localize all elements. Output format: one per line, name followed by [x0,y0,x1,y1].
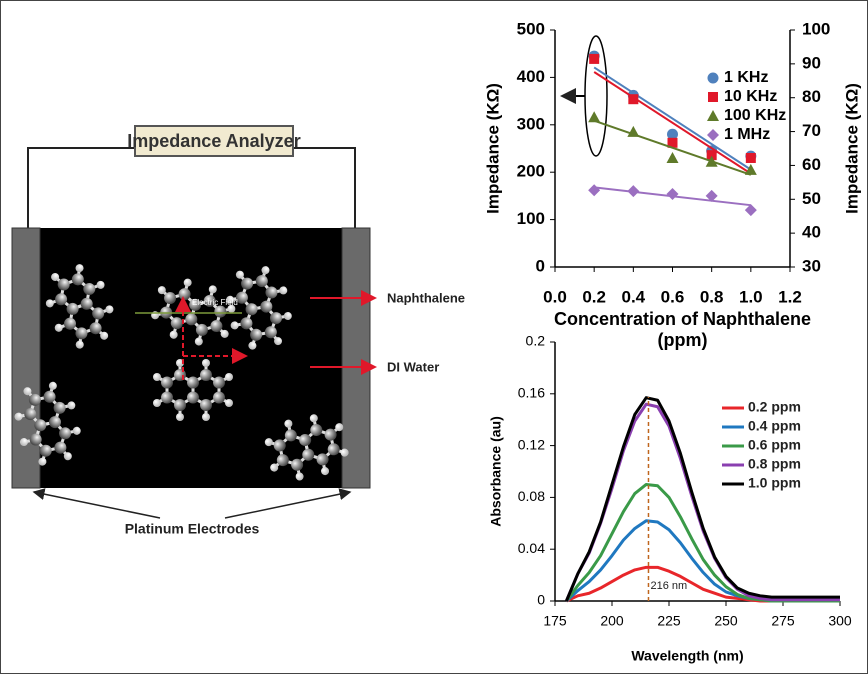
legend-label: 0.2 ppm [748,399,801,415]
y2-tick-label: 60 [802,155,821,174]
data-point [708,73,719,84]
x-axis-label: Concentration of Naphthalene [554,309,811,329]
y2-tick-label: 100 [802,19,830,38]
y2-tick-label: 70 [802,121,821,140]
x-tick-label: 250 [714,613,738,629]
y-tick-label: 0 [537,592,545,608]
y2-tick-label: 90 [802,53,821,72]
electrode-arrow [34,492,160,518]
legend-label: 0.6 ppm [748,437,801,453]
x-tick-label: 200 [600,613,624,629]
y2-tick-label: 30 [802,256,821,275]
y-tick-label: 0.08 [518,488,545,504]
data-point [667,152,679,163]
electrode [12,228,40,488]
x-tick-label: 225 [657,613,681,629]
x-tick-label: 0.2 [582,287,606,306]
figure: Impedance Analyzer Electric Field Naphth… [0,0,868,674]
data-point [627,126,639,137]
x-tick-label: 1.2 [778,287,802,306]
legend-label: 100 KHz [724,107,786,124]
legend-label: 0.4 ppm [748,418,801,434]
data-point [746,153,756,163]
data-point [627,185,639,197]
x-tick-label: 0.4 [622,287,646,306]
y-tick-label: 400 [517,67,545,86]
y-tick-label: 0.16 [518,385,545,401]
legend-label: 1 KHz [724,69,768,86]
legend-label: 10 KHz [724,88,777,105]
annotation-label: 216 nm [650,580,687,592]
y-tick-label: 0.12 [518,436,545,452]
data-point [707,110,719,121]
x-tick-label: 0.8 [700,287,724,306]
wire [293,148,355,230]
data-point [588,184,600,196]
x-tick-label: 0.0 [543,287,567,306]
y-tick-label: 300 [517,114,545,133]
data-point [628,94,638,104]
y2-tick-label: 50 [802,189,821,208]
y-axis-label: Impedance (KΩ) [483,83,502,214]
y-tick-label: 0 [536,256,545,275]
electrode-label: Platinum Electrodes [125,521,260,537]
x-tick-label: 275 [771,613,795,629]
molecule-label: Naphthalene [387,290,465,305]
y-tick-label: 500 [517,19,545,38]
x-axis-label: Wavelength (nm) [631,648,743,664]
y2-axis-label: Impedance (KΩ) [842,83,861,214]
data-point [708,92,718,102]
analyzer-label: Impedance Analyzer [127,131,300,151]
data-point [589,54,599,64]
data-point [745,204,757,216]
y-tick-label: 0.2 [526,333,546,349]
x-tick-label: 0.6 [661,287,685,306]
wire [28,148,135,230]
impedance-chart: 0 100 200 300 400 500 0.0 0.2 0.4 0.6 0.8 1.0 1.2 Imp… [483,19,861,349]
x-axis-label: (ppm) [658,330,708,350]
data-point [588,111,600,122]
absorbance-chart: 0 0.04 0.08 0.12 0.16 0.2 175 200 225 250 275 300 Ab… [488,333,852,664]
data-point [745,164,757,175]
field-label: Electric Field [192,298,238,307]
data-point [707,129,719,141]
legend-label: 1 MHz [724,126,770,143]
y-axis-label: Absorbance (au) [488,416,504,526]
medium-label: DI Water [387,359,439,374]
x-tick-label: 175 [543,613,567,629]
x-tick-label: 1.0 [739,287,763,306]
y2-tick-label: 80 [802,87,821,106]
legend-label: 0.8 ppm [748,456,801,472]
y-tick-label: 0.04 [518,540,545,556]
data-point [667,188,679,200]
diagram: Impedance Analyzer Electric Field Naphth… [9,126,465,537]
y-tick-label: 100 [517,209,545,228]
electrode-arrow [225,492,350,518]
legend-label: 1.0 ppm [748,475,801,491]
y-tick-label: 200 [517,162,545,181]
x-tick-label: 300 [828,613,852,629]
y2-tick-label: 40 [802,223,821,242]
